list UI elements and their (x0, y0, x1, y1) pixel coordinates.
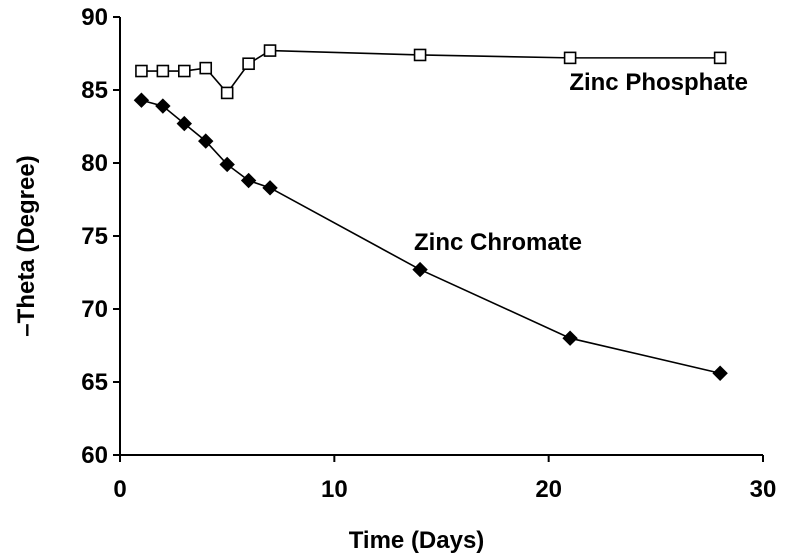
series-line-zinc-phosphate (141, 49, 721, 95)
x-axis-title: Time (Days) (349, 527, 485, 553)
data-point-zinc-chromate (562, 330, 578, 346)
x-tick-label: 10 (321, 476, 348, 503)
series-label-zinc-phosphate: Zinc Phosphate (569, 69, 748, 96)
y-tick-label: 65 (81, 369, 108, 396)
y-tick-label: 90 (81, 4, 108, 31)
series-layer (133, 44, 728, 381)
x-tick-label: 30 (750, 476, 777, 503)
y-tick-label: 70 (81, 296, 108, 323)
data-point-zinc-phosphate (135, 64, 148, 78)
data-point-zinc-phosphate (713, 51, 727, 65)
data-point-zinc-phosphate (242, 57, 255, 71)
axes: 60 65 70 75 80 85 90 0 10 20 30 (81, 4, 776, 503)
data-point-zinc-chromate (219, 156, 235, 173)
data-point-zinc-chromate (262, 180, 278, 196)
x-tick-label: 0 (113, 476, 126, 503)
y-tick-label: 85 (81, 77, 108, 104)
data-point-zinc-chromate (712, 365, 728, 381)
data-point-zinc-chromate (155, 98, 171, 114)
data-point-zinc-phosphate (220, 86, 234, 100)
series-line-zinc-chromate (141, 99, 721, 375)
data-point-zinc-phosphate (563, 51, 577, 65)
data-point-zinc-phosphate (178, 64, 191, 78)
y-tick-label: 60 (81, 442, 108, 469)
data-point-zinc-phosphate (156, 64, 170, 78)
data-point-zinc-phosphate (199, 61, 213, 75)
data-point-zinc-chromate (198, 133, 214, 149)
data-point-zinc-chromate (240, 172, 257, 189)
data-point-zinc-chromate (176, 115, 193, 132)
series-label-zinc-chromate: Zinc Chromate (414, 229, 582, 256)
y-tick-label: 75 (81, 223, 108, 250)
data-point-zinc-chromate (412, 261, 428, 278)
y-tick-label: 80 (81, 150, 108, 177)
data-point-zinc-phosphate (263, 44, 277, 57)
y-axis-title: –Theta (Degree) (13, 155, 40, 336)
x-tick-label: 20 (535, 476, 562, 503)
data-point-zinc-chromate (133, 92, 150, 108)
data-point-zinc-phosphate (413, 48, 427, 62)
